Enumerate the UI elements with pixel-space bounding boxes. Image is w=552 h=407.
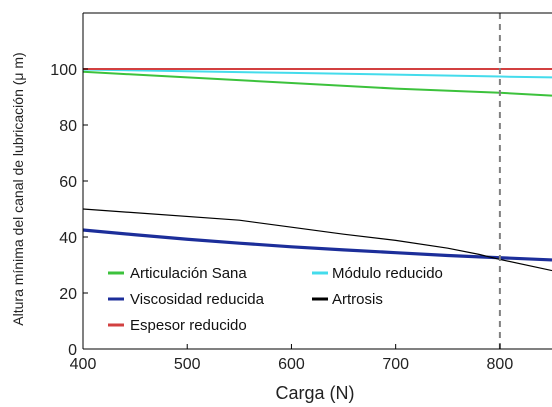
x-tick-label: 600 <box>278 356 305 373</box>
series-line-modulo-reducido <box>82 68 552 79</box>
legend-label-modulo-reducido: Módulo reducido <box>332 265 443 282</box>
y-tick-label: 40 <box>59 230 77 247</box>
legend: Articulación Sana Módulo reducido Viscos… <box>108 265 443 334</box>
legend-label-articulacion-sana: Articulación Sana <box>130 265 247 282</box>
y-tick-label: 20 <box>59 286 77 303</box>
y-axis-label: Altura mínima del canal de lubricación (… <box>10 52 26 325</box>
y-tick-label: 0 <box>68 342 77 359</box>
y-tick-label: 80 <box>59 118 77 135</box>
legend-label-artrosis: Artrosis <box>332 291 383 308</box>
series-layer <box>82 68 552 272</box>
y-tick-label: 100 <box>50 62 77 79</box>
y-tick-label: 60 <box>59 174 77 191</box>
x-axis-label: Carga (N) <box>275 383 354 403</box>
legend-label-viscosidad-reducida: Viscosidad reducida <box>130 291 265 308</box>
x-tick-label: 800 <box>487 356 514 373</box>
tick-layer: 400 500 600 700 800 0 20 40 60 80 100 <box>50 62 513 373</box>
series-line-articulacion-sana <box>82 70 552 97</box>
x-tick-label: 500 <box>174 356 201 373</box>
series-line-artrosis <box>82 208 552 272</box>
legend-label-espesor-reducido: Espesor reducido <box>130 317 247 334</box>
x-tick-label: 400 <box>70 356 97 373</box>
series-line-viscosidad-reducida <box>82 228 552 262</box>
x-tick-label: 700 <box>382 356 409 373</box>
